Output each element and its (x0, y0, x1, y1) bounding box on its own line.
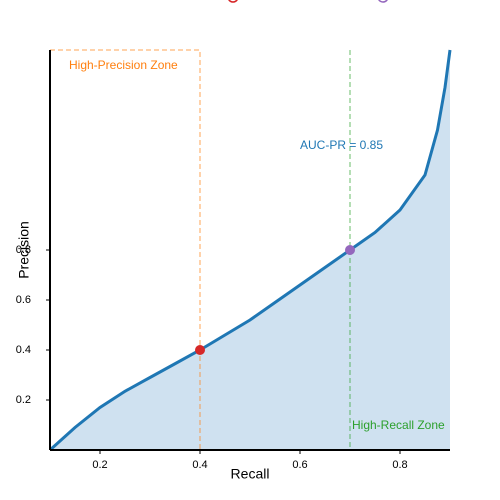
point (345, 245, 355, 255)
y-tick-label: 0.6 (16, 294, 31, 306)
x-tick-label: 0.2 (92, 459, 107, 471)
x-tick-label: 0.4 (192, 459, 207, 471)
zone-label: High-Recall Zone (352, 418, 445, 432)
zone-border (50, 49, 201, 450)
x-tick-label: 0.8 (392, 459, 407, 471)
y-tick-label: 0.4 (16, 344, 31, 356)
x-tick-label: 0.6 (292, 459, 307, 471)
y-axis-label: Precision (16, 221, 32, 279)
plot-area: High-Precision Zone High-Recall Zone AUC-P… (16, 49, 452, 471)
point (195, 345, 205, 355)
area (50, 50, 450, 450)
zone-label: High-Precision Zone (69, 58, 178, 72)
y-tick-label: 0.8 (16, 244, 31, 256)
annotation: AUC-PR = 0.85 (300, 138, 383, 152)
legend-marker (378, 0, 388, 3)
line (48, 49, 452, 452)
y-tick-label: 0.2 (16, 394, 31, 406)
legend-marker (228, 0, 238, 3)
x-axis-label: Recall (231, 466, 270, 482)
